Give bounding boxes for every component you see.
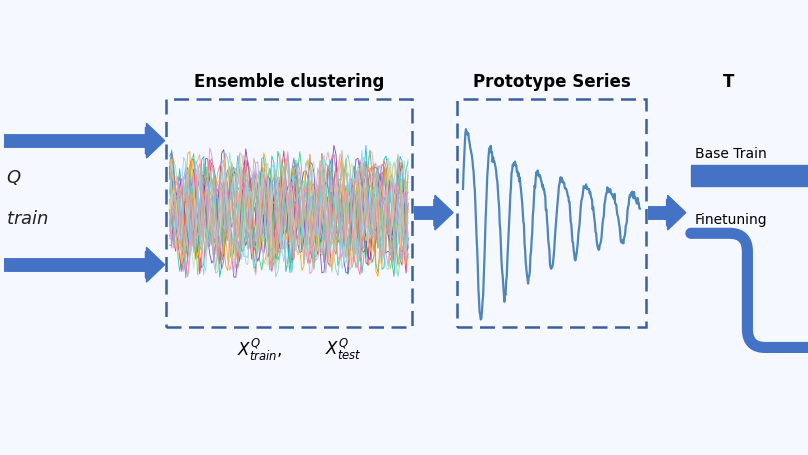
FancyArrow shape — [434, 195, 453, 230]
Text: $X^{Q}_{train}$,: $X^{Q}_{train}$, — [237, 337, 282, 363]
FancyArrow shape — [145, 123, 165, 158]
Text: Prototype Series: Prototype Series — [473, 73, 630, 91]
Bar — [691, 165, 808, 186]
Text: $X^{Q}_{test}$: $X^{Q}_{test}$ — [325, 337, 361, 362]
Text: $train$: $train$ — [6, 210, 49, 228]
Bar — [166, 99, 412, 327]
Text: Finetuning: Finetuning — [695, 213, 768, 228]
Text: $Q$: $Q$ — [6, 168, 22, 187]
FancyArrow shape — [145, 248, 165, 282]
Text: Ensemble clustering: Ensemble clustering — [194, 73, 384, 91]
Text: T: T — [723, 73, 734, 91]
Bar — [457, 99, 646, 327]
Text: Base Train: Base Train — [695, 147, 767, 162]
FancyArrow shape — [667, 195, 686, 230]
